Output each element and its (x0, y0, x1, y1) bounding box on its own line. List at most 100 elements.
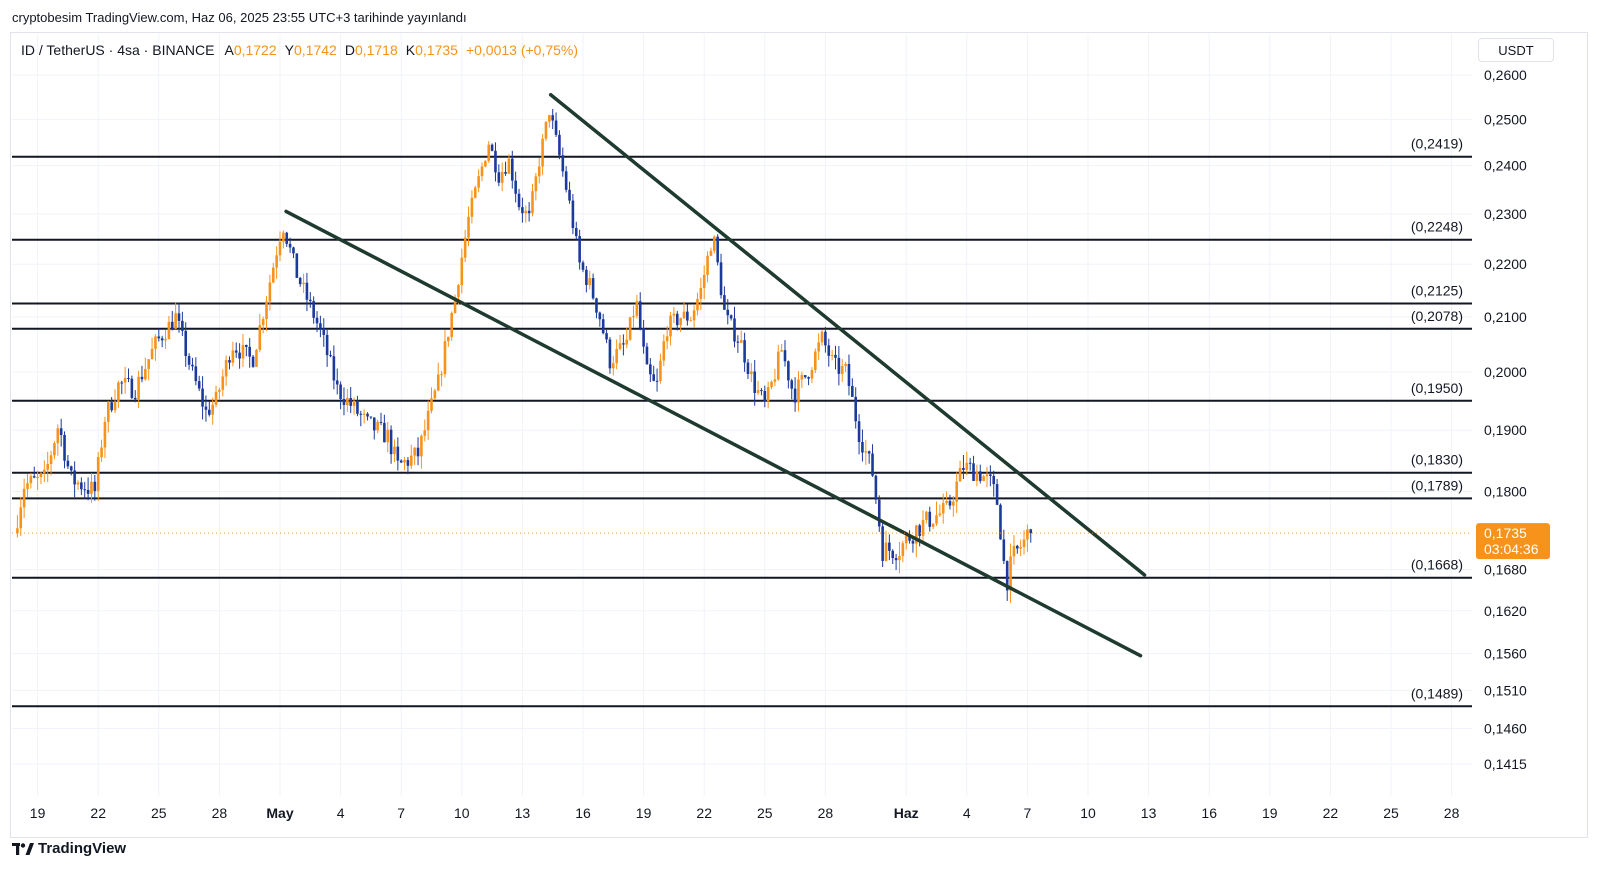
candle-body (615, 348, 618, 364)
candle-body (1005, 561, 1009, 591)
candle-body (810, 369, 814, 379)
candle-body (399, 460, 403, 463)
candle-body (908, 535, 911, 541)
candle-body (221, 376, 225, 390)
candle-body (524, 210, 528, 214)
candle-body (352, 400, 356, 406)
x-tick-label: 7 (1024, 805, 1032, 821)
candle-body (423, 430, 427, 436)
price-axis: 0,2600 0,2500 0,2400 0,2300 0,2200 0,2100 0,20… (1484, 67, 1527, 772)
candles (16, 108, 1033, 603)
open-value: 0,1722 (233, 42, 277, 58)
candle-body (53, 443, 56, 456)
candle-body (59, 428, 63, 435)
candle-body (80, 482, 83, 490)
candle-body (598, 312, 602, 320)
candle-body (26, 483, 29, 489)
candle-body (312, 301, 315, 318)
candle-body (531, 191, 534, 214)
y-tick-label: 0,2400 (1484, 158, 1527, 174)
candle-body (278, 241, 282, 256)
candle-body (386, 429, 390, 443)
x-tick-label: 22 (696, 805, 712, 821)
y-tick-label: 0,1900 (1484, 422, 1527, 438)
candle-body (335, 380, 339, 385)
candle-body (393, 446, 396, 455)
level-label: (0,1489) (1411, 685, 1463, 701)
candle-body (362, 413, 366, 415)
candle-body (46, 464, 49, 470)
y-tick-label: 0,2500 (1484, 111, 1527, 127)
candle-body (601, 319, 605, 334)
candle-body (497, 172, 501, 183)
x-tick-label: 13 (1141, 805, 1157, 821)
candle-body (181, 320, 184, 331)
x-tick-label: 19 (1262, 805, 1278, 821)
level-label: (0,2125) (1411, 282, 1463, 298)
candle-body (238, 352, 241, 359)
level-label: (0,2419) (1411, 136, 1463, 152)
candle-body (861, 441, 864, 453)
candle-body (463, 237, 467, 258)
candle-body (29, 476, 33, 484)
candle-body (396, 446, 400, 461)
candle-body (659, 360, 662, 381)
candle-body (877, 499, 881, 527)
candle-body (864, 451, 868, 453)
tradingview-logo[interactable]: TradingView (12, 840, 126, 857)
currency-button[interactable]: USDT (1478, 38, 1554, 62)
candle-body (137, 376, 140, 400)
candle-body (965, 462, 969, 470)
x-tick-label: 4 (337, 805, 345, 821)
candle-body (288, 243, 292, 248)
x-tick-label: 22 (90, 805, 106, 821)
bar-countdown: 03:04:36 (1484, 541, 1539, 557)
x-tick-label: May (266, 805, 293, 821)
candle-body (628, 317, 632, 340)
candle-body (356, 400, 359, 414)
y-tick-label: 0,1680 (1484, 562, 1527, 578)
candle-body (857, 421, 861, 442)
candle-body (470, 197, 474, 217)
candle-body (282, 232, 285, 242)
candle-body (716, 236, 719, 263)
candle-body (113, 401, 117, 411)
candle-body (605, 333, 608, 340)
candle-body (177, 313, 181, 321)
published-caption: cryptobesim TradingView.com, Haz 06, 202… (12, 10, 467, 25)
low-value: 0,1718 (354, 42, 398, 58)
candle-body (776, 351, 780, 380)
candle-body (686, 311, 689, 321)
candle-body (1019, 547, 1022, 549)
candle-body (706, 255, 709, 275)
candle-body (814, 351, 817, 370)
candle-body (211, 404, 214, 415)
candle-body (780, 350, 783, 352)
x-tick-label: 19 (636, 805, 652, 821)
candle-body (824, 331, 827, 346)
candle-body (63, 434, 66, 461)
candle-body (133, 397, 137, 400)
candle-body (642, 328, 645, 347)
candle-body (504, 171, 507, 174)
candle-body (150, 348, 154, 360)
close-label: K (405, 42, 416, 58)
candle-body (224, 360, 228, 377)
symbol-name: ID / TetherUS · 4sa · BINANCE (21, 42, 215, 58)
candle-body (928, 511, 932, 527)
candle-body (302, 282, 305, 285)
candle-body (100, 447, 103, 458)
candle-body (322, 328, 326, 335)
candle-body (938, 513, 942, 516)
candle-body (450, 313, 453, 337)
candle-body (773, 379, 777, 382)
time-axis: 19 22 25 28 May 4 7 10 13 16 19 22 25 28 Haz 4 7 10 13 16 19… (30, 805, 1460, 821)
candle-body (103, 421, 107, 448)
candle-body (713, 236, 716, 251)
x-tick-label: 28 (212, 805, 228, 821)
candle-body (228, 360, 231, 363)
candle-body (170, 321, 174, 329)
candle-body (285, 232, 289, 244)
